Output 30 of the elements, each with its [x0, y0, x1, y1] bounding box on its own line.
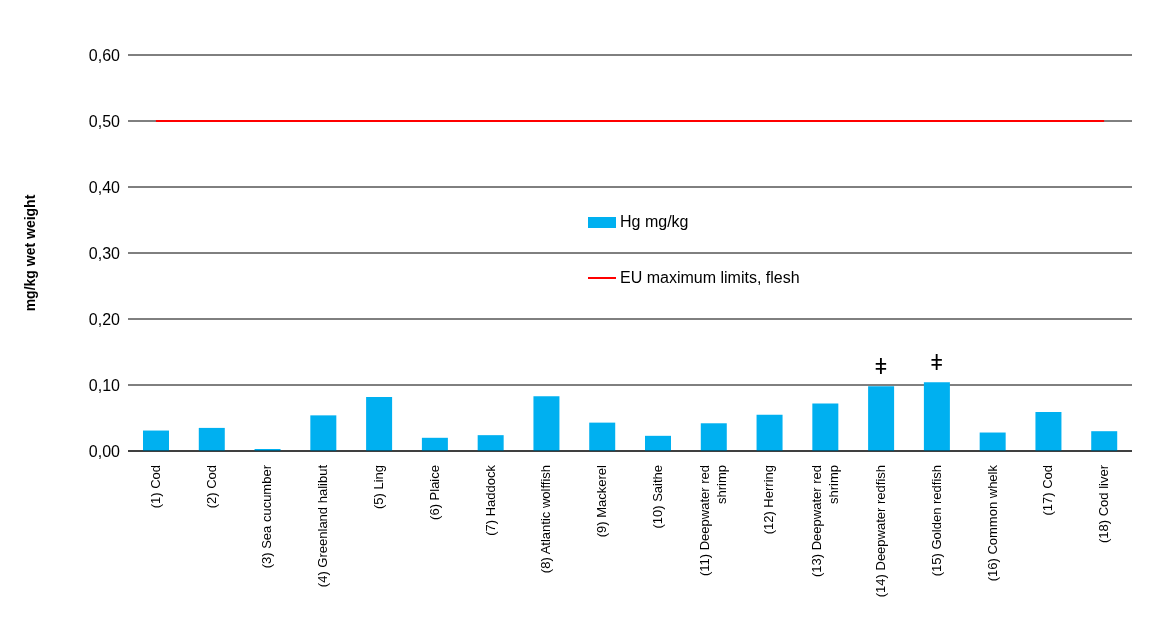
y-tick-label: 0,10	[88, 376, 121, 394]
y-tick-label: 0,60	[88, 46, 121, 64]
x-tick-label: (4) Greenland halibut	[315, 464, 331, 588]
x-tick-label: (10) Saithe	[649, 465, 665, 529]
annotation: ǂ	[874, 354, 888, 380]
legend-label: Hg mg/kg	[620, 213, 689, 231]
x-tick-label: (9) Mackerel	[594, 464, 610, 538]
x-tick-label: (3) Sea cucumber	[259, 464, 275, 569]
x-tick-label: (16) Common whelk	[984, 464, 1000, 582]
legend-label: EU maximum limits, flesh	[620, 269, 800, 287]
y-tick-label: 0,50	[88, 112, 121, 130]
y-axis-title: mg/kg wet weight	[21, 194, 38, 312]
x-tick-label: (5) Ling	[371, 465, 386, 510]
x-tick-label: (11) Deepwater red shrimp	[697, 465, 730, 577]
y-tick-label: 0,00	[88, 442, 121, 460]
x-tick-label: (15) Golden redfish	[928, 465, 944, 577]
x-tick-label: (2) Cod	[203, 465, 219, 509]
annotation: ǂ	[930, 350, 944, 376]
x-tick-label: (6) Plaice	[426, 465, 442, 520]
x-tick-label: (7) Haddock	[482, 464, 498, 536]
y-tick-label: 0,30	[88, 244, 121, 262]
x-tick-label: (18) Cod liver	[1096, 464, 1112, 544]
x-tick-label: (12) Herring	[761, 465, 777, 535]
x-tick-label: (14) Deepwater redfish	[873, 465, 888, 598]
y-tick-label: 0,20	[88, 310, 121, 328]
x-tick-label: (13) Deepwater red shrimp	[808, 465, 841, 577]
x-tick-label: (8) Atlantic wolffish	[538, 465, 554, 574]
x-tick-label: (1) Cod	[147, 465, 163, 509]
x-tick-label: (17) Cod	[1040, 465, 1056, 516]
y-tick-label: 0,40	[88, 178, 121, 196]
